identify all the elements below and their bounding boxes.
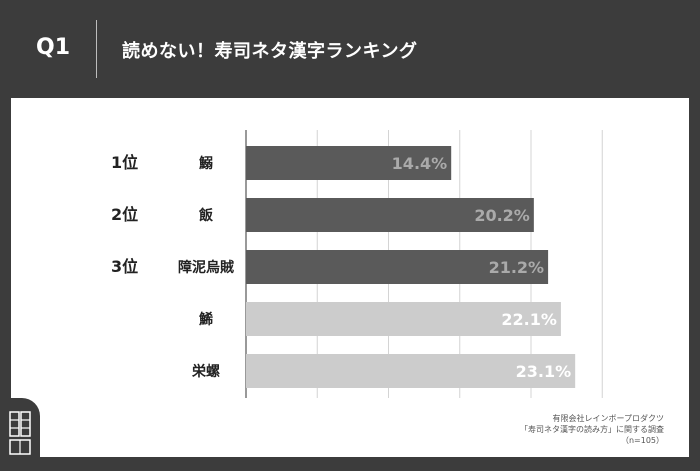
source-note: 有限会社レインボープロダクツ 「寿司ネタ漢字の読み方」に関する調査 （n=105… — [404, 413, 664, 446]
data-label: 20.2% — [474, 206, 530, 225]
source-survey: 「寿司ネタ漢字の読み方」に関する調査 — [520, 425, 664, 434]
category-label: 障泥烏賊 — [178, 259, 234, 276]
category-label: 鯑 — [198, 311, 213, 328]
source-sample-size: （n=105） — [620, 436, 664, 445]
category-label: 飯 — [198, 207, 214, 224]
data-label: 21.2% — [489, 258, 545, 277]
bar — [246, 146, 452, 180]
rank-label: 1位 — [111, 153, 138, 172]
bar — [246, 302, 561, 336]
category-label: 鰯 — [199, 155, 213, 172]
header: Q1 読めない！寿司ネタ漢字ランキング — [0, 0, 700, 98]
bar — [246, 354, 576, 388]
chart-panel: 14.4% 鰯 1位 20.2% 飯 2位 21.2% 障泥烏賊 3位 22.1% 鯑 23.1% 栄螺 — [11, 98, 689, 457]
data-label: 23.1% — [516, 362, 572, 381]
bar-chart: 14.4% 鰯 1位 20.2% 飯 2位 21.2% 障泥烏賊 3位 22.1% 鯑 23.1% 栄螺 — [111, 130, 603, 398]
bar — [246, 198, 534, 232]
question-number: Q1 — [36, 35, 71, 60]
rank-label: 2位 — [111, 205, 138, 224]
bar — [246, 250, 549, 284]
page-title: 読めない！寿司ネタ漢字ランキング — [122, 41, 418, 62]
source-company: 有限会社レインボープロダクツ — [552, 414, 664, 423]
data-label: 22.1% — [501, 310, 557, 329]
data-label: 14.4% — [392, 154, 448, 173]
logo-mark-icon — [9, 411, 31, 455]
header-divider — [96, 20, 97, 78]
brand-logo — [0, 398, 40, 467]
rank-label: 3位 — [111, 257, 138, 276]
category-label: 栄螺 — [191, 363, 220, 380]
